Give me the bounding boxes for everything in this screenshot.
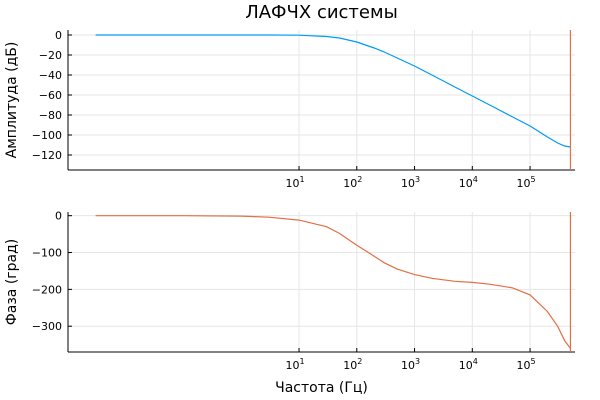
x-tick-label: 103	[401, 357, 420, 372]
chart-title: ЛАФЧХ системы	[245, 2, 398, 23]
y-tick-label: −120	[32, 149, 62, 162]
y-tick-label: −20	[39, 49, 62, 62]
x-tick-label: 101	[285, 175, 304, 190]
y-tick-label: −80	[39, 109, 62, 122]
y-tick-label: −100	[32, 247, 62, 260]
y-tick-label: −200	[32, 283, 62, 296]
x-tick-label: 104	[459, 175, 478, 190]
x-tick-label: 104	[459, 357, 478, 372]
x-tick-label: 102	[343, 357, 362, 372]
x-tick-label: 102	[343, 175, 362, 190]
y-tick-label: −100	[32, 129, 62, 142]
chart-panel-phase: 0 −100 −200 −300 101 102 103 104 105 Фаза (град) Ч…	[4, 210, 575, 396]
series-line-magnitude	[95, 34, 571, 148]
x-tick-label: 101	[285, 357, 304, 372]
x-tick-label: 105	[517, 175, 536, 190]
series-line-phase	[95, 215, 571, 349]
y-tick-label: −60	[39, 89, 62, 102]
y-tick-label: 0	[55, 210, 62, 223]
y-tick-label: −40	[39, 69, 62, 82]
y-axis-title: Фаза (град)	[4, 239, 20, 326]
chart-panel-magnitude: 0 −20 −40 −60 −80 −100 −120 101 102 103 104 105 Ампл…	[4, 2, 575, 190]
y-tick-label: −300	[32, 320, 62, 333]
y-tick-label: 0	[55, 29, 62, 42]
y-axis-title: Амплитуда (дБ)	[4, 42, 20, 159]
x-tick-label: 103	[401, 175, 420, 190]
x-axis-title: Частота (Гц)	[275, 380, 368, 396]
x-tick-label: 105	[517, 357, 536, 372]
